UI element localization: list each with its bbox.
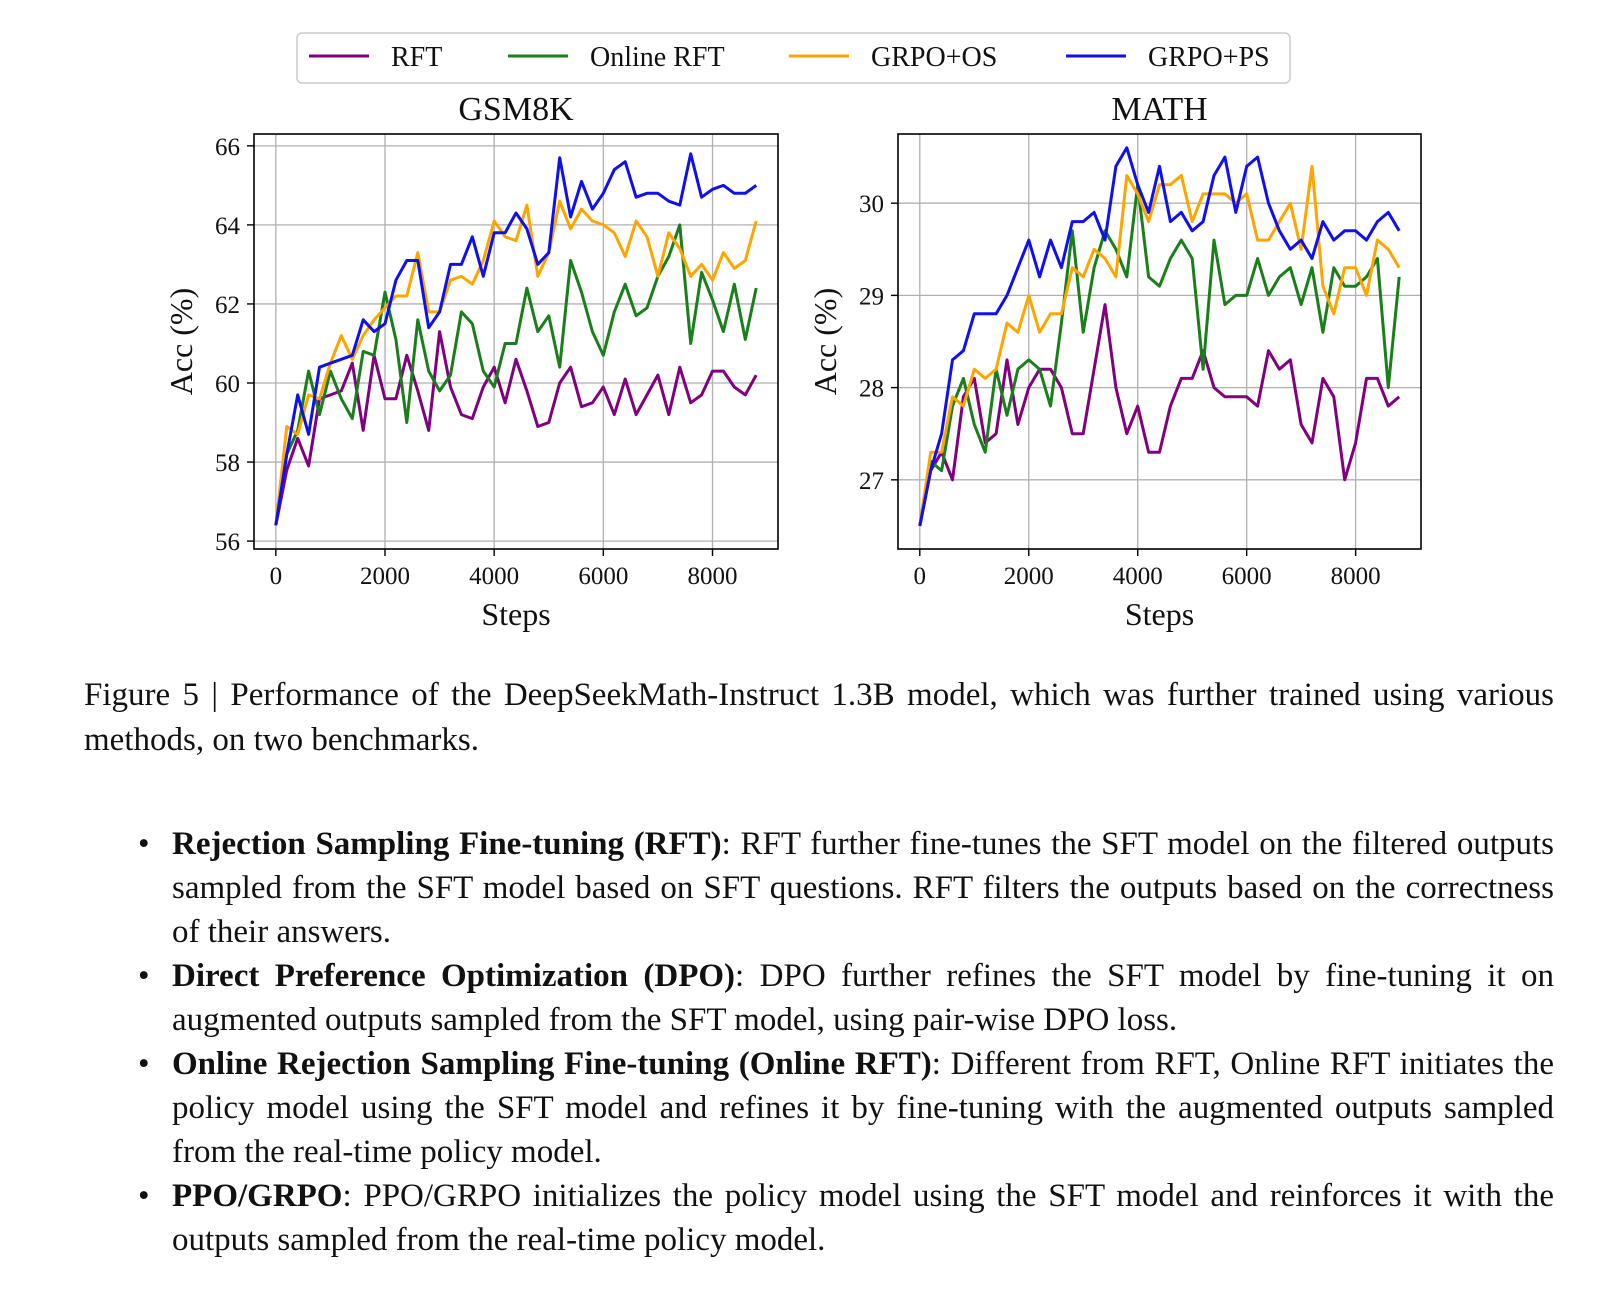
- plot-frame: [253, 133, 779, 550]
- x-tick-label: 0: [270, 563, 283, 590]
- figure-5: RFT Online RFT GRPO+OS GRPO+PS GSM8K 0 2000 40…: [163, 32, 1422, 632]
- bullet-icon: •: [138, 826, 150, 862]
- bullet-icon: •: [138, 958, 150, 994]
- method-description: : PPO/GRPO initializes the policy model …: [172, 1178, 1554, 1258]
- y-tick-label: 27: [859, 468, 884, 495]
- series-line-grpo-ps: [274, 152, 758, 526]
- y-tick-label: 64: [215, 213, 241, 240]
- legend-label-grpo-ps: GRPO+PS: [1148, 42, 1270, 73]
- list-item: • Rejection Sampling Fine-tuning (RFT): R…: [130, 822, 1554, 954]
- panel-title: GSM8K: [458, 91, 574, 128]
- series-line-online-rft: [918, 183, 1401, 527]
- method-term: PPO/GRPO: [172, 1178, 343, 1214]
- y-tick-label: 29: [859, 283, 884, 310]
- plot-frame: [897, 133, 1422, 550]
- legend-label-grpo-os: GRPO+OS: [871, 42, 997, 73]
- series-line-online-rft: [274, 223, 758, 526]
- x-tick-label: 0: [914, 563, 927, 590]
- x-axis-label: Steps: [481, 596, 550, 632]
- method-term: Rejection Sampling Fine-tuning (RFT): [172, 826, 722, 862]
- x-tick-label: 2000: [1004, 563, 1054, 590]
- method-description: : Different from RFT, Online RFT initiat…: [172, 1046, 1554, 1170]
- method-list: • Rejection Sampling Fine-tuning (RFT): R…: [130, 822, 1554, 1262]
- legend-box: [296, 32, 1291, 84]
- legend-label-rft: RFT: [391, 42, 442, 73]
- x-tick-label: 8000: [1331, 563, 1381, 590]
- series-line-rft: [918, 303, 1401, 527]
- list-item: • Direct Preference Optimization (DPO): D…: [130, 954, 1554, 1042]
- bullet-icon: •: [138, 1178, 150, 1214]
- x-tick-label: 4000: [469, 563, 519, 590]
- y-axis-label: Acc (%): [163, 288, 199, 395]
- series-line-grpo-ps: [918, 146, 1401, 527]
- method-description: : RFT further fine-tunes the SFT model o…: [172, 826, 1554, 950]
- math-panel: MATH 0 2000 4000 6000 8000 27 28 29 30 Steps Acc (%…: [807, 91, 1422, 632]
- y-tick-label: 56: [215, 529, 240, 556]
- series-line-grpo-os: [274, 199, 758, 526]
- legend-label-online-rft: Online RFT: [590, 42, 725, 73]
- x-tick-label: 2000: [360, 563, 410, 590]
- y-tick-label: 66: [215, 134, 240, 161]
- x-tick-label: 6000: [578, 563, 628, 590]
- method-term: Direct Preference Optimization (DPO): [172, 958, 736, 994]
- y-tick-label: 60: [215, 371, 240, 398]
- x-tick-label: 6000: [1222, 563, 1272, 590]
- y-tick-label: 58: [215, 450, 240, 477]
- panel-title: MATH: [1111, 91, 1207, 128]
- series-line-grpo-os: [918, 164, 1401, 527]
- series-line-rft: [274, 330, 758, 526]
- y-axis-label: Acc (%): [807, 288, 843, 395]
- list-item: • Online Rejection Sampling Fine-tuning (…: [130, 1042, 1554, 1174]
- x-tick-label: 4000: [1113, 563, 1163, 590]
- y-tick-label: 30: [859, 191, 884, 218]
- chart-legend: RFT Online RFT GRPO+OS GRPO+PS: [296, 32, 1291, 84]
- x-axis-label: Steps: [1125, 596, 1194, 632]
- y-tick-label: 62: [215, 292, 240, 319]
- x-tick-label: 8000: [688, 563, 738, 590]
- y-tick-label: 28: [859, 376, 884, 403]
- bullet-icon: •: [138, 1046, 150, 1082]
- list-item: • PPO/GRPO: PPO/GRPO initializes the poli…: [130, 1174, 1554, 1262]
- method-term: Online Rejection Sampling Fine-tuning (O…: [172, 1046, 932, 1082]
- figure-caption: Figure 5 | Performance of the DeepSeekMa…: [84, 677, 1554, 758]
- method-description: : DPO further refines the SFT model by f…: [172, 958, 1554, 1038]
- gsm8k-panel: GSM8K 0 2000 4000 6000 8000 56 58 60 62 64 66 Steps A…: [163, 91, 779, 632]
